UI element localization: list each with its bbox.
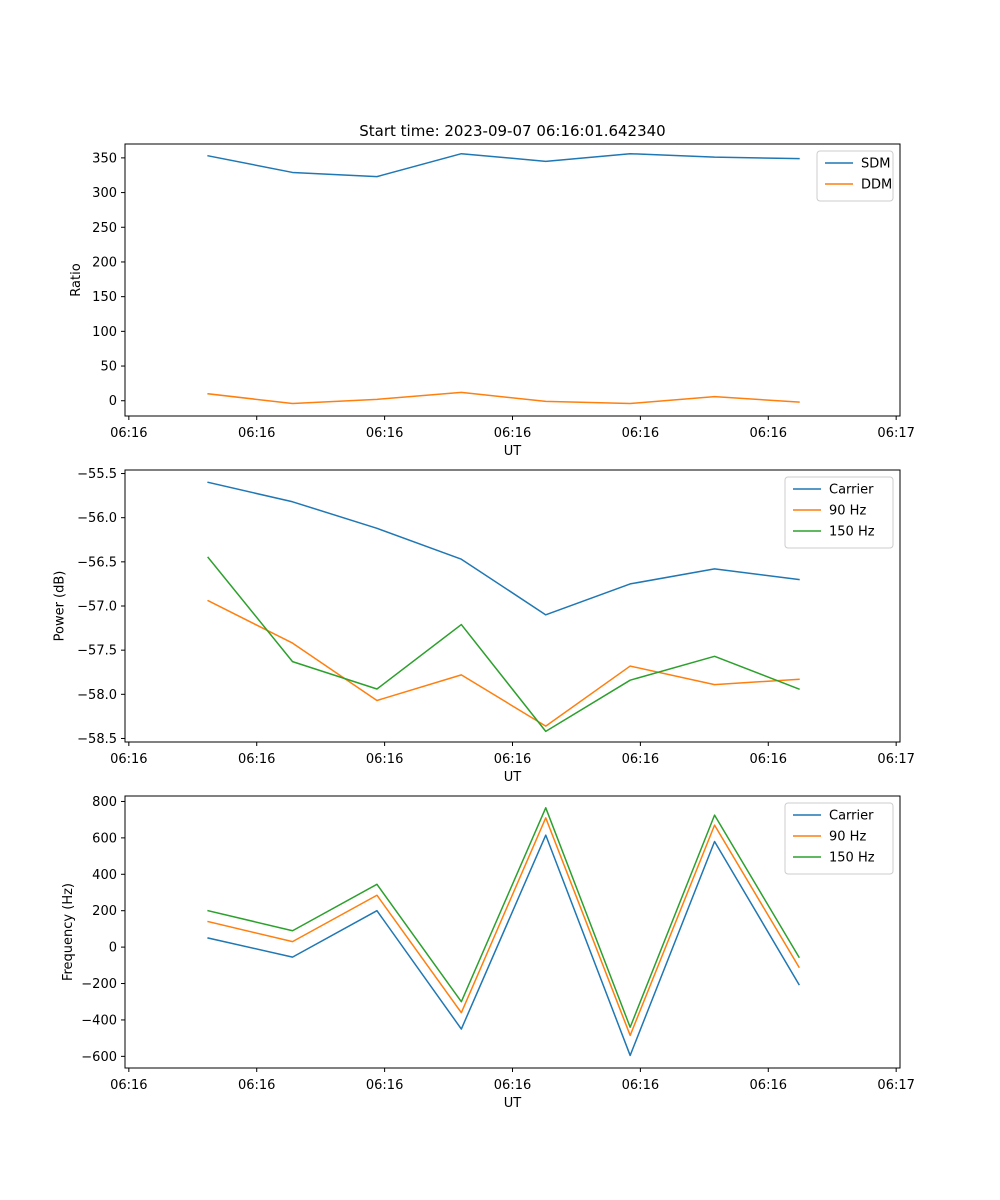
y-tick-label: 600 bbox=[92, 831, 117, 846]
y-tick-label: 0 bbox=[109, 941, 117, 956]
x-tick-label: 06:16 bbox=[238, 426, 275, 441]
x-tick-label: 06:16 bbox=[238, 1078, 275, 1093]
x-tick-label: 06:16 bbox=[494, 752, 531, 767]
series-line-150-hz bbox=[207, 556, 800, 733]
y-tick-label: −56.5 bbox=[77, 555, 117, 570]
y-tick-label: −400 bbox=[81, 1013, 117, 1028]
legend-label: Carrier bbox=[829, 809, 874, 824]
x-tick-label: 06:16 bbox=[110, 426, 147, 441]
y-tick-label: 50 bbox=[100, 360, 117, 375]
x-axis-label: UT bbox=[504, 444, 522, 459]
x-tick-label: 06:16 bbox=[622, 752, 659, 767]
y-tick-label: 100 bbox=[92, 325, 117, 340]
series-line-150-hz bbox=[207, 807, 800, 1028]
y-tick-label: −57.5 bbox=[77, 644, 117, 659]
legend-label: 90 Hz bbox=[829, 830, 866, 845]
legend-label: 150 Hz bbox=[829, 851, 875, 866]
subplot-3: 06:16 06:16 06:16 06:16 06:16 06:16 06:17 −600 −… bbox=[61, 795, 915, 1111]
legend-label: 90 Hz bbox=[829, 504, 866, 519]
y-tick-label: −57.0 bbox=[77, 600, 117, 615]
x-axis-label: UT bbox=[504, 770, 522, 785]
x-tick-label: 06:16 bbox=[366, 752, 403, 767]
x-tick-label: 06:16 bbox=[110, 1078, 147, 1093]
y-tick-label: 0 bbox=[109, 394, 117, 409]
y-tick-label: 350 bbox=[92, 151, 117, 166]
x-tick-label: 06:16 bbox=[750, 426, 787, 441]
y-tick-label: 300 bbox=[92, 186, 117, 201]
y-tick-label: 800 bbox=[92, 795, 117, 810]
x-tick-label: 06:17 bbox=[877, 1078, 914, 1093]
series-line-carrier bbox=[207, 481, 800, 616]
y-tick-label: −200 bbox=[81, 977, 117, 992]
y-axis-label: Ratio bbox=[69, 263, 84, 296]
subplot-2: 06:16 06:16 06:16 06:16 06:16 06:16 06:17 −58.5… bbox=[53, 467, 915, 785]
axes-frame bbox=[124, 469, 901, 743]
axes-frame bbox=[124, 143, 901, 417]
series-line-ddm bbox=[207, 391, 800, 405]
legend-label: 150 Hz bbox=[829, 525, 875, 540]
legend-label: DDM bbox=[861, 178, 892, 193]
y-tick-label: 150 bbox=[92, 290, 117, 305]
x-tick-label: 06:16 bbox=[494, 426, 531, 441]
x-tick-label: 06:16 bbox=[366, 1078, 403, 1093]
x-tick-label: 06:16 bbox=[494, 1078, 531, 1093]
x-tick-label: 06:17 bbox=[877, 426, 914, 441]
series-line-90-hz bbox=[207, 599, 800, 727]
legend-label: Carrier bbox=[829, 483, 874, 498]
x-axis-label: UT bbox=[504, 1096, 522, 1111]
x-tick-label: 06:16 bbox=[750, 1078, 787, 1093]
y-tick-label: 200 bbox=[92, 904, 117, 919]
series-line-carrier bbox=[207, 834, 800, 1057]
y-tick-label: 200 bbox=[92, 255, 117, 270]
legend-label: SDM bbox=[861, 157, 890, 172]
y-axis-label: Frequency (Hz) bbox=[61, 883, 76, 981]
x-tick-label: 06:17 bbox=[877, 752, 914, 767]
y-tick-label: −56.0 bbox=[77, 511, 117, 526]
x-tick-label: 06:16 bbox=[750, 752, 787, 767]
subplot-1: 06:16 06:16 06:16 06:16 06:16 06:16 06:17 0 50 10… bbox=[69, 122, 915, 459]
legend: SDM DDM bbox=[816, 150, 894, 202]
x-tick-label: 06:16 bbox=[238, 752, 275, 767]
x-tick-label: 06:16 bbox=[366, 426, 403, 441]
series-line-sdm bbox=[207, 152, 800, 178]
y-tick-label: 250 bbox=[92, 221, 117, 236]
chart-title: Start time: 2023-09-07 06:16:01.642340 bbox=[359, 122, 665, 140]
series-line-90-hz bbox=[207, 817, 800, 1037]
y-tick-label: −58.5 bbox=[77, 732, 117, 747]
legend: Carrier 90 Hz 150 Hz bbox=[784, 802, 894, 875]
y-tick-label: −58.0 bbox=[77, 688, 117, 703]
y-axis-label: Power (dB) bbox=[53, 571, 68, 642]
legend: Carrier 90 Hz 150 Hz bbox=[784, 476, 894, 549]
x-tick-label: 06:16 bbox=[622, 426, 659, 441]
x-tick-label: 06:16 bbox=[110, 752, 147, 767]
x-tick-label: 06:16 bbox=[622, 1078, 659, 1093]
y-tick-label: −600 bbox=[81, 1050, 117, 1065]
y-tick-label: −55.5 bbox=[77, 467, 117, 482]
y-tick-label: 400 bbox=[92, 868, 117, 883]
